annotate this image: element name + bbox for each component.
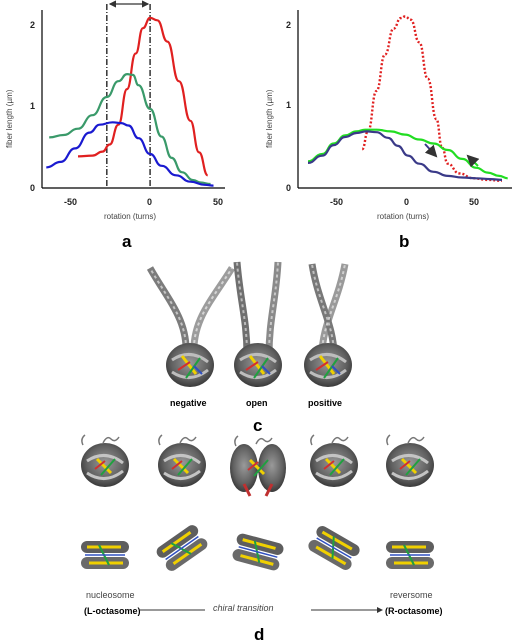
unwinding-arrow: [424, 143, 438, 158]
series-line-blue: [46, 121, 214, 187]
label-chiral-transition: chiral transition: [213, 603, 274, 613]
octasome-top-view: [158, 434, 206, 487]
panel-label-c: c: [253, 416, 262, 435]
octasome-side-view: [232, 533, 284, 571]
label-nucleosome: nucleosome: [86, 590, 135, 600]
y-tick-2: 2: [30, 20, 35, 30]
series-line-red: [361, 15, 503, 182]
panel-label-b: b: [399, 232, 409, 251]
nucleosome-negative: [146, 266, 235, 387]
y-tick-1: 1: [286, 100, 291, 110]
octasome-side-view: [156, 525, 208, 571]
x-axis-label: rotation (turns): [377, 212, 429, 221]
x-tick-50: 50: [213, 197, 223, 207]
y-tick-1: 1: [30, 101, 35, 111]
panel-label-a: a: [122, 232, 132, 251]
panel-label-d: d: [254, 625, 264, 644]
chart-b: 2 1 0 -50 0 50 rotation (turns) fiber le…: [265, 10, 512, 251]
octasome-top-view: [386, 434, 434, 487]
y-axis-label: fiber length (µm): [265, 89, 274, 148]
panel-c-illustration: negative open positive c: [146, 261, 352, 435]
label-open: open: [246, 398, 268, 408]
x-tick-0: 0: [147, 197, 152, 207]
octasome-top-view: [81, 434, 129, 487]
x-tick-50: 50: [469, 197, 479, 207]
label-negative: negative: [170, 398, 207, 408]
series-line-green_b: [307, 128, 508, 180]
octasome-side-view: [81, 541, 129, 569]
octasome-side-view: [308, 526, 360, 570]
x-axis-label: rotation (turns): [104, 212, 156, 221]
octasome-top-view: [230, 435, 286, 497]
octasome-side-view: [386, 541, 434, 569]
rewinding-arrow: [466, 154, 480, 168]
y-axis-label: fiber length (µm): [5, 89, 14, 148]
label-r-octasome: (R-octasome): [385, 606, 443, 616]
x-tick-0: 0: [404, 197, 409, 207]
label-reversome: reversome: [390, 590, 433, 600]
chiral-label-bg: [205, 601, 311, 615]
nucleosome-positive: [304, 263, 352, 387]
x-tick-neg50: -50: [330, 197, 343, 207]
y-tick-0: 0: [30, 183, 35, 193]
series-line-green_a: [49, 72, 211, 186]
series-line-red: [77, 16, 209, 177]
panel-d-text: nucleosome (L-octasome) chiral transitio…: [84, 590, 443, 644]
series-line-navy: [307, 130, 503, 181]
y-tick-0: 0: [286, 183, 291, 193]
panel-d-illustration: [81, 434, 434, 571]
octasome-top-view: [310, 434, 358, 487]
nucleosome-open: [233, 261, 282, 387]
x-tick-neg50: -50: [64, 197, 77, 207]
chart-a: 2 1 0 -50 0 50 rotation (turns) fiber le…: [5, 4, 225, 251]
label-l-octasome: (L-octasome): [84, 606, 141, 616]
y-tick-2: 2: [286, 20, 291, 30]
label-positive: positive: [308, 398, 342, 408]
